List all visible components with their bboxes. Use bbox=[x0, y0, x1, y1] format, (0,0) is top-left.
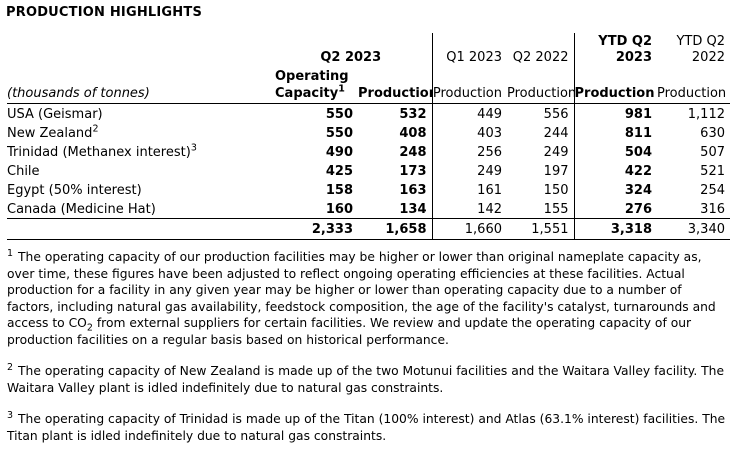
value-operating-capacity: 490 bbox=[325, 145, 353, 160]
footnote-2: 2 The operating capacity of New Zealand i… bbox=[7, 363, 729, 396]
table-row-trinidad: Trinidad (Methanex interest)3 490 248 25… bbox=[7, 142, 730, 161]
report-page: PRODUCTION HIGHLIGHTS Q2 2023 Q1 2023 Q2… bbox=[6, 5, 730, 444]
header-q2-2023-group: Q2 2023 bbox=[320, 50, 382, 65]
header-production-q2-2022: Production bbox=[507, 67, 574, 104]
table-row-canada: Canada (Medicine Hat) 160 134 142 155 27… bbox=[7, 199, 730, 219]
value-operating-capacity: 160 bbox=[325, 202, 353, 217]
footnotes: 1 The operating capacity of our productio… bbox=[7, 249, 729, 444]
value-q2-2023-production: 248 bbox=[399, 145, 427, 160]
value-ytd-2023-production: 504 bbox=[573, 142, 657, 161]
value-operating-capacity: 550 bbox=[325, 107, 353, 122]
header-production-q1-2023: Production bbox=[431, 67, 507, 104]
total-q2-2023-production: 1,658 bbox=[358, 218, 432, 240]
footnote-1-marker: 1 bbox=[7, 247, 14, 259]
header-period-row: Q2 2023 Q1 2023 Q2 2022 YTD Q2 2023 YTD Q… bbox=[7, 33, 730, 67]
value-ytd-2023-production: 324 bbox=[573, 180, 657, 199]
production-highlights-table: Q2 2023 Q1 2023 Q2 2022 YTD Q2 2023 YTD Q… bbox=[7, 33, 730, 240]
value-q2-2023-production: 163 bbox=[399, 183, 427, 198]
row-label: Canada (Medicine Hat) bbox=[7, 202, 156, 217]
value-ytd-2023-production: 422 bbox=[573, 161, 657, 180]
table-row-chile: Chile 425 173 249 197 422 521 bbox=[7, 161, 730, 180]
header-production-q2-2023: Production bbox=[358, 67, 432, 104]
header-q1-2023: Q1 2023 bbox=[431, 33, 507, 67]
footnote-2-marker: 2 bbox=[7, 361, 14, 373]
value-ytd-2022-production: 316 bbox=[700, 202, 725, 217]
value-operating-capacity: 550 bbox=[325, 126, 353, 141]
header-production-ytd-2022: Production bbox=[657, 67, 730, 104]
value-ytd-2023-production: 276 bbox=[573, 199, 657, 219]
table-row-egypt: Egypt (50% interest) 158 163 161 150 324… bbox=[7, 180, 730, 199]
value-operating-capacity: 425 bbox=[325, 164, 353, 179]
total-ytd-2022-production: 3,340 bbox=[657, 218, 730, 240]
footnote-ref-2: 2 bbox=[92, 123, 99, 135]
table-body: USA (Geismar) 550 532 449 556 981 1,112 … bbox=[7, 103, 730, 240]
table-row-usa: USA (Geismar) 550 532 449 556 981 1,112 bbox=[7, 103, 730, 123]
value-ytd-2023-production: 811 bbox=[573, 123, 657, 142]
header-ytd-q2-2022-line1: YTD Q2 bbox=[676, 34, 725, 49]
value-ytd-2023-production: 981 bbox=[573, 103, 657, 123]
value-q1-2023-production: 449 bbox=[431, 103, 507, 123]
header-operating: Operating bbox=[275, 69, 349, 84]
total-q1-2023-production: 1,660 bbox=[431, 218, 507, 240]
page-title: PRODUCTION HIGHLIGHTS bbox=[6, 5, 203, 20]
header-ytd-q2-2023-line1: YTD Q2 bbox=[598, 34, 652, 49]
header-ytd-q2-2023-line2: 2023 bbox=[615, 50, 652, 65]
co2-subscript: 2 bbox=[86, 322, 93, 334]
footnote-ref-1: 1 bbox=[338, 83, 345, 95]
value-ytd-2022-production: 507 bbox=[700, 145, 725, 160]
table-total-row: 2,333 1,658 1,660 1,551 3,318 3,340 bbox=[7, 218, 730, 240]
row-label: Egypt (50% interest) bbox=[7, 183, 142, 198]
table-header: Q2 2023 Q1 2023 Q2 2022 YTD Q2 2023 YTD Q… bbox=[7, 33, 730, 104]
row-label: Chile bbox=[7, 164, 40, 179]
value-q2-2023-production: 173 bbox=[399, 164, 427, 179]
value-q2-2022-production: 197 bbox=[543, 164, 569, 179]
footnote-3-text: The operating capacity of Trinidad is ma… bbox=[7, 412, 726, 443]
value-ytd-2022-production: 1,112 bbox=[687, 107, 725, 122]
value-q2-2022-production: 556 bbox=[543, 107, 569, 122]
row-label: New Zealand2 bbox=[7, 123, 99, 141]
header-ytd-q2-2022-line2: 2022 bbox=[691, 50, 725, 65]
value-q2-2022-production: 150 bbox=[543, 183, 569, 198]
footnote-ref-3: 3 bbox=[190, 142, 197, 154]
value-ytd-2022-production: 254 bbox=[700, 183, 725, 198]
table-row-new-zealand: New Zealand2 550 408 403 244 811 630 bbox=[7, 123, 730, 142]
value-q2-2023-production: 134 bbox=[399, 202, 427, 217]
value-q2-2023-production: 532 bbox=[399, 107, 427, 122]
header-production-ytd-2023: Production bbox=[573, 67, 657, 104]
row-label: USA (Geismar) bbox=[7, 107, 103, 122]
value-ytd-2022-production: 630 bbox=[700, 126, 725, 141]
header-measure-row: (thousands of tonnes) Operating Capacity1… bbox=[7, 67, 730, 104]
value-q2-2023-production: 408 bbox=[399, 126, 427, 141]
value-q1-2023-production: 403 bbox=[431, 123, 507, 142]
header-ytd-q2-2022: YTD Q2 2022 bbox=[657, 33, 730, 67]
value-operating-capacity: 158 bbox=[325, 183, 353, 198]
footnote-1-text-continued: from external suppliers for certain faci… bbox=[7, 316, 692, 347]
header-operating-capacity: Operating Capacity1 bbox=[275, 67, 358, 104]
footnote-3: 3 The operating capacity of Trinidad is m… bbox=[7, 411, 729, 444]
value-q1-2023-production: 249 bbox=[431, 161, 507, 180]
header-spacer bbox=[7, 33, 275, 67]
header-ytd-q2-2023: YTD Q2 2023 bbox=[573, 33, 657, 67]
header-capacity: Capacity bbox=[275, 86, 339, 101]
row-label: Trinidad (Methanex interest)3 bbox=[7, 142, 197, 160]
value-q2-2022-production: 249 bbox=[543, 145, 569, 160]
header-q2-2022: Q2 2022 bbox=[512, 50, 569, 65]
total-ytd-2023-production: 3,318 bbox=[573, 218, 657, 240]
total-spacer bbox=[7, 218, 275, 240]
footnote-3-marker: 3 bbox=[7, 409, 14, 421]
footnote-1-text: The operating capacity of our production… bbox=[7, 250, 716, 330]
value-q2-2022-production: 244 bbox=[543, 126, 569, 141]
total-q2-2022-production: 1,551 bbox=[507, 218, 574, 240]
value-q2-2022-production: 155 bbox=[543, 202, 569, 217]
value-q1-2023-production: 256 bbox=[431, 142, 507, 161]
value-ytd-2022-production: 521 bbox=[700, 164, 725, 179]
footnote-1: 1 The operating capacity of our productio… bbox=[7, 249, 729, 348]
total-operating-capacity: 2,333 bbox=[275, 218, 358, 240]
value-q1-2023-production: 161 bbox=[431, 180, 507, 199]
value-q1-2023-production: 142 bbox=[431, 199, 507, 219]
footnote-2-text: The operating capacity of New Zealand is… bbox=[7, 364, 725, 395]
unit-label: (thousands of tonnes) bbox=[7, 67, 275, 104]
